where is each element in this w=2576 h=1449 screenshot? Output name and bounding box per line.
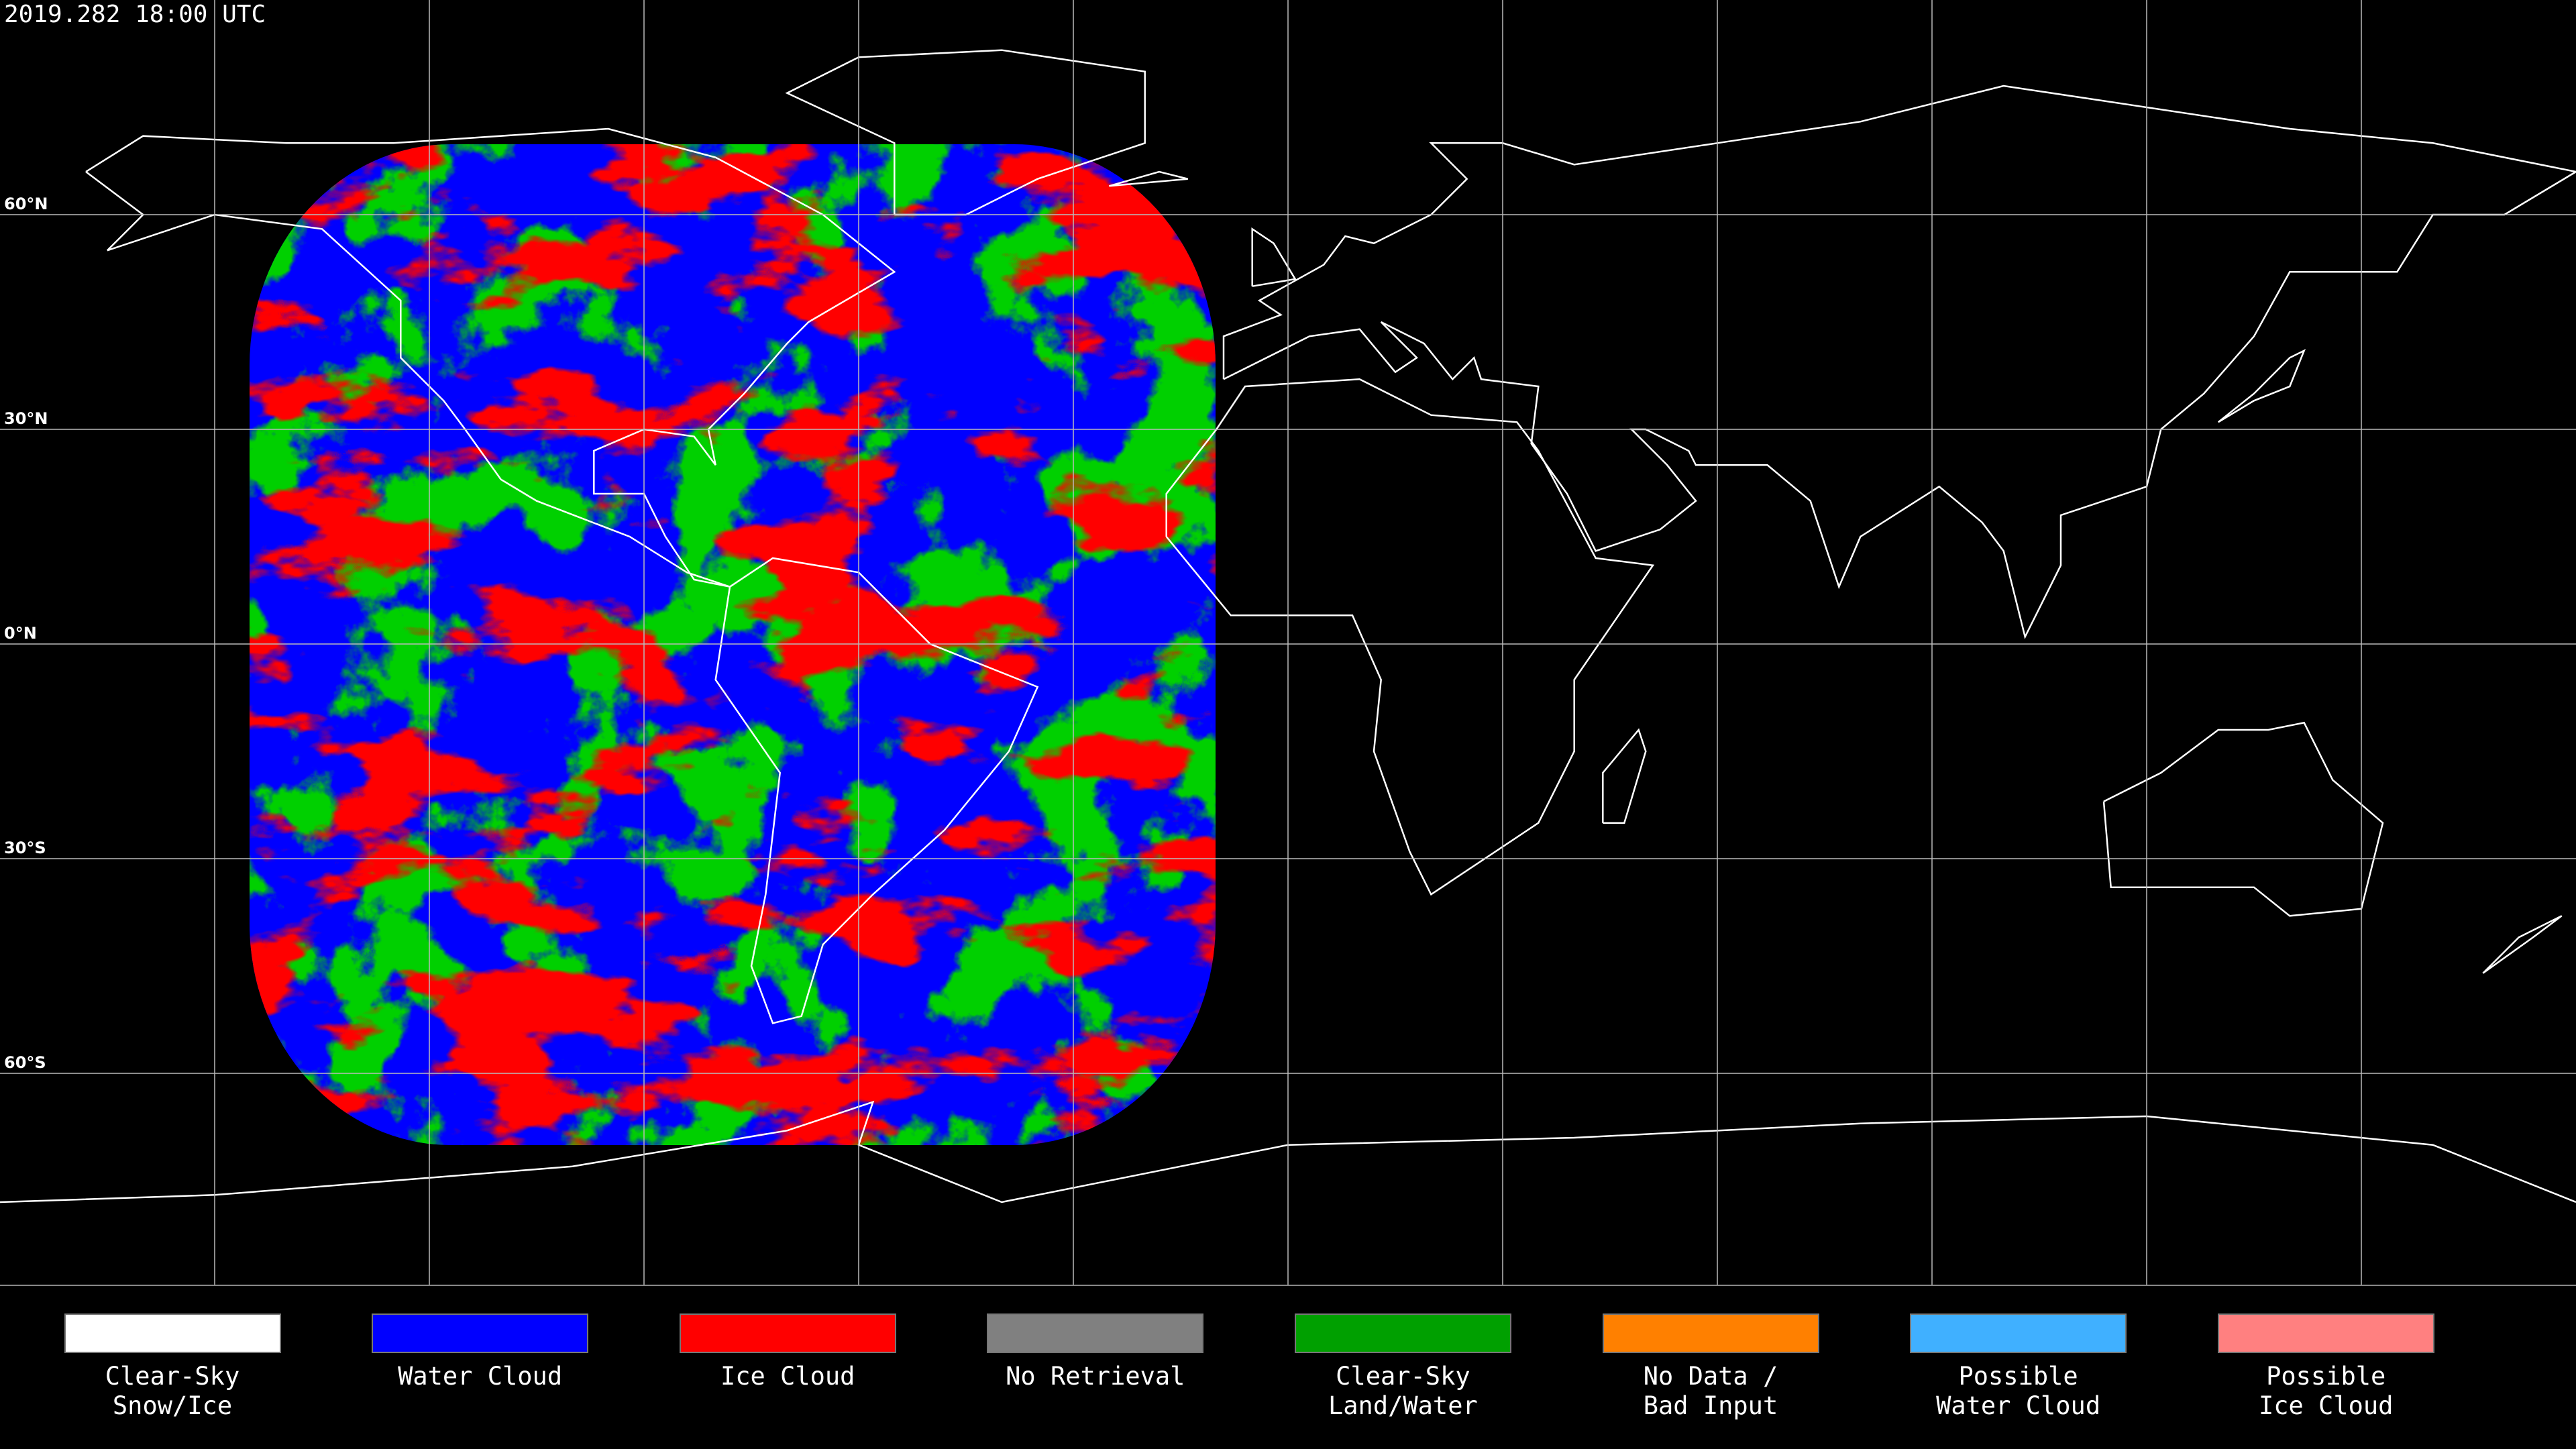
graticule (0, 0, 2576, 1285)
coastlines (0, 49, 2576, 1203)
satellite-image (250, 144, 1216, 1145)
latitude-label: 60°N (4, 195, 48, 213)
legend-swatch (987, 1313, 1204, 1353)
latitude-label: 30°S (4, 839, 46, 857)
legend-label: Clear-Sky Snow/Ice (105, 1362, 240, 1420)
legend-label: Possible Ice Cloud (2258, 1362, 2394, 1420)
legend-swatch (64, 1313, 281, 1353)
legend-swatch (679, 1313, 896, 1353)
coastline (2102, 721, 2384, 917)
legend-label: Ice Cloud (720, 1362, 855, 1391)
legend-swatch (1294, 1313, 1511, 1353)
coastline (1251, 227, 1297, 287)
legend-swatch (1910, 1313, 2127, 1353)
legend-label: Water Cloud (398, 1362, 563, 1391)
coastline (2217, 349, 2306, 423)
legend-swatch (1602, 1313, 1819, 1353)
legend-swatch (2217, 1313, 2434, 1353)
latitude-label: 0°N (4, 624, 37, 643)
coastline (1602, 728, 1647, 824)
legend-label: Clear-Sky Land/Water (1328, 1362, 1478, 1420)
legend-label: No Data / Bad Input (1643, 1362, 1778, 1420)
legend-swatch (372, 1313, 589, 1353)
legend-label: No Retrieval (1006, 1362, 1185, 1391)
legend-label: Possible Water Cloud (1936, 1362, 2101, 1420)
latitude-label: 60°S (4, 1053, 46, 1072)
timestamp: 2019.282 18:00 UTC (4, 1, 266, 28)
coastline (1165, 378, 1655, 896)
coastline (1222, 85, 2576, 639)
coastline (85, 127, 896, 588)
latitude-label: 30°N (4, 409, 48, 428)
coastline (1108, 170, 1189, 187)
coastline (714, 557, 1039, 1024)
coastline (2482, 915, 2563, 974)
